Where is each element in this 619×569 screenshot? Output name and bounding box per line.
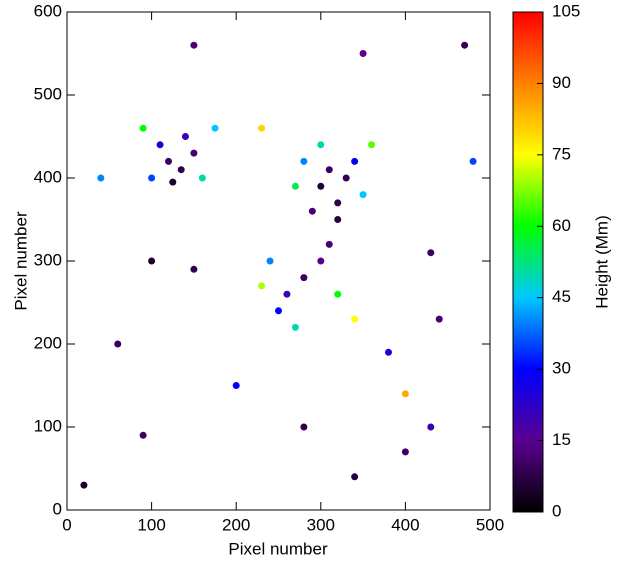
colorbar-tick-label: 45 (552, 287, 571, 306)
pixel-point (114, 340, 122, 348)
pixel-point (275, 307, 282, 315)
pixel-point (291, 323, 299, 331)
pixel-point (190, 149, 198, 157)
pixel-point (401, 448, 409, 456)
y-tick-label: 500 (34, 84, 62, 103)
pixel-point (266, 257, 274, 265)
x-axis-label: Pixel number (228, 539, 328, 558)
y-tick-label: 0 (53, 499, 62, 518)
y-tick-label: 200 (34, 333, 62, 352)
pixel-point (181, 133, 189, 140)
pixel-point (80, 481, 88, 489)
pixel-point (351, 315, 359, 323)
x-tick-label: 200 (222, 515, 250, 534)
pixel-point (190, 265, 198, 273)
pixel-point (427, 423, 435, 431)
x-tick-label: 300 (307, 515, 335, 534)
pixel-point (325, 240, 333, 248)
x-tick-label: 400 (391, 515, 419, 534)
pixel-point (198, 174, 206, 182)
pixel-point (283, 290, 291, 298)
pixel-point (148, 174, 156, 182)
pixel-point (300, 423, 308, 431)
pixel-point (469, 157, 477, 165)
colorbar-tick-label: 30 (552, 359, 571, 378)
colorbar-tick-label: 0 (552, 501, 561, 520)
pixel-point (334, 290, 342, 298)
x-tick-label: 500 (476, 515, 504, 534)
pixel-point (300, 274, 308, 282)
pixel-point (317, 141, 325, 149)
pixel-point (97, 174, 105, 182)
colorbar-tick-label: 15 (552, 430, 571, 449)
pixel-point (308, 207, 316, 215)
pixel-point (325, 166, 333, 174)
colorbar-tick-label: 105 (552, 1, 580, 20)
pixel-point (232, 382, 240, 389)
pixel-point (342, 174, 350, 182)
y-tick-label: 100 (34, 416, 62, 435)
pixel-point (169, 178, 177, 186)
pixel-point (435, 315, 443, 323)
y-axis-label: Pixel number (11, 211, 30, 311)
pixel-point (359, 191, 367, 199)
pixel-point (258, 124, 266, 132)
pixel-point (368, 141, 376, 149)
pixel-point (139, 124, 147, 132)
pixel-point (334, 199, 342, 207)
colorbar-tick-label: 90 (552, 73, 571, 92)
pixel-point (351, 157, 359, 165)
pixel-point (351, 473, 359, 481)
pixel-point (156, 141, 164, 149)
pixel-point (139, 431, 147, 439)
y-tick-label: 600 (34, 1, 62, 20)
pixel-point (317, 182, 325, 190)
pixel-point (165, 157, 173, 165)
pixel-point (190, 41, 198, 49)
pixel-point (359, 50, 367, 57)
y-tick-label: 400 (34, 167, 62, 186)
colorbar-label: Height (Mm) (592, 215, 611, 309)
pixel-point (317, 257, 325, 265)
pixel-point (177, 166, 185, 174)
pixel-point (401, 390, 409, 398)
pixel-point (211, 124, 219, 132)
pixel-point (291, 182, 299, 190)
pixel-point (148, 257, 156, 265)
pixel-point (384, 348, 392, 356)
x-tick-label: 0 (62, 515, 71, 534)
y-tick-label: 300 (34, 250, 62, 269)
pixel-point (427, 249, 435, 257)
x-tick-label: 100 (137, 515, 165, 534)
colorbar-tick-label: 60 (552, 216, 571, 235)
plot-frame (66, 11, 491, 511)
pixel-point (334, 216, 342, 223)
pixel-point (258, 282, 266, 290)
colorbar (512, 11, 544, 513)
pixel-point (300, 157, 308, 165)
pixel-point (461, 41, 469, 49)
colorbar-tick-label: 75 (552, 144, 571, 163)
